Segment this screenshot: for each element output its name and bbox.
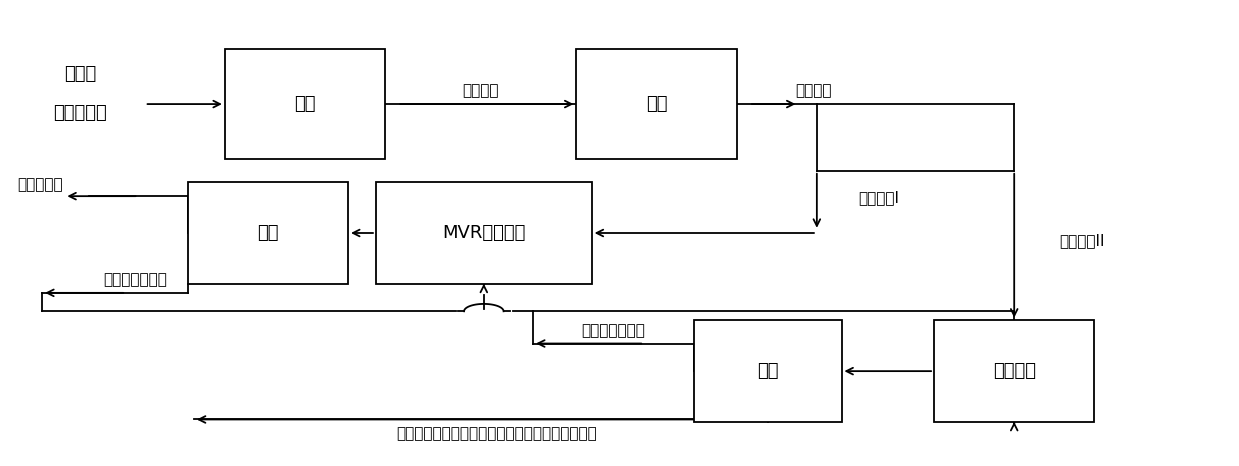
Text: 第一溶液: 第一溶液 <box>462 83 499 98</box>
Text: 鈥鈢硫酸盐共晶体、鈥硫酸盐晶体或鈢硫酸盐晶体: 鈥鈢硫酸盐共晶体、鈥硫酸盐晶体或鈢硫酸盐晶体 <box>395 426 596 441</box>
Bar <box>934 321 1094 422</box>
Bar <box>188 182 348 284</box>
Bar <box>375 182 592 284</box>
Text: 第二离心母液水: 第二离心母液水 <box>581 323 646 338</box>
Text: MVR蕃发结晶: MVR蕃发结晶 <box>442 224 525 242</box>
Text: 第二溶液: 第二溶液 <box>795 83 833 98</box>
Bar <box>576 49 737 159</box>
Text: 硫酸锂晶体: 硫酸锂晶体 <box>17 177 63 192</box>
Text: 除杂: 除杂 <box>646 95 668 113</box>
Text: 离心: 离心 <box>757 362 778 380</box>
Text: 废正极材料: 废正极材料 <box>53 104 108 122</box>
Text: 离心: 离心 <box>258 224 279 242</box>
Text: 第一离心母液水: 第一离心母液水 <box>103 273 167 288</box>
Text: 第二溶液I: 第二溶液I <box>859 190 900 205</box>
Text: 第二溶液II: 第二溶液II <box>1059 233 1105 248</box>
Text: 冷却结晶: 冷却结晶 <box>992 362 1036 380</box>
Text: 锂电池: 锂电池 <box>64 65 97 83</box>
Text: 酸浸: 酸浸 <box>294 95 316 113</box>
Bar <box>224 49 385 159</box>
Bar <box>694 321 841 422</box>
